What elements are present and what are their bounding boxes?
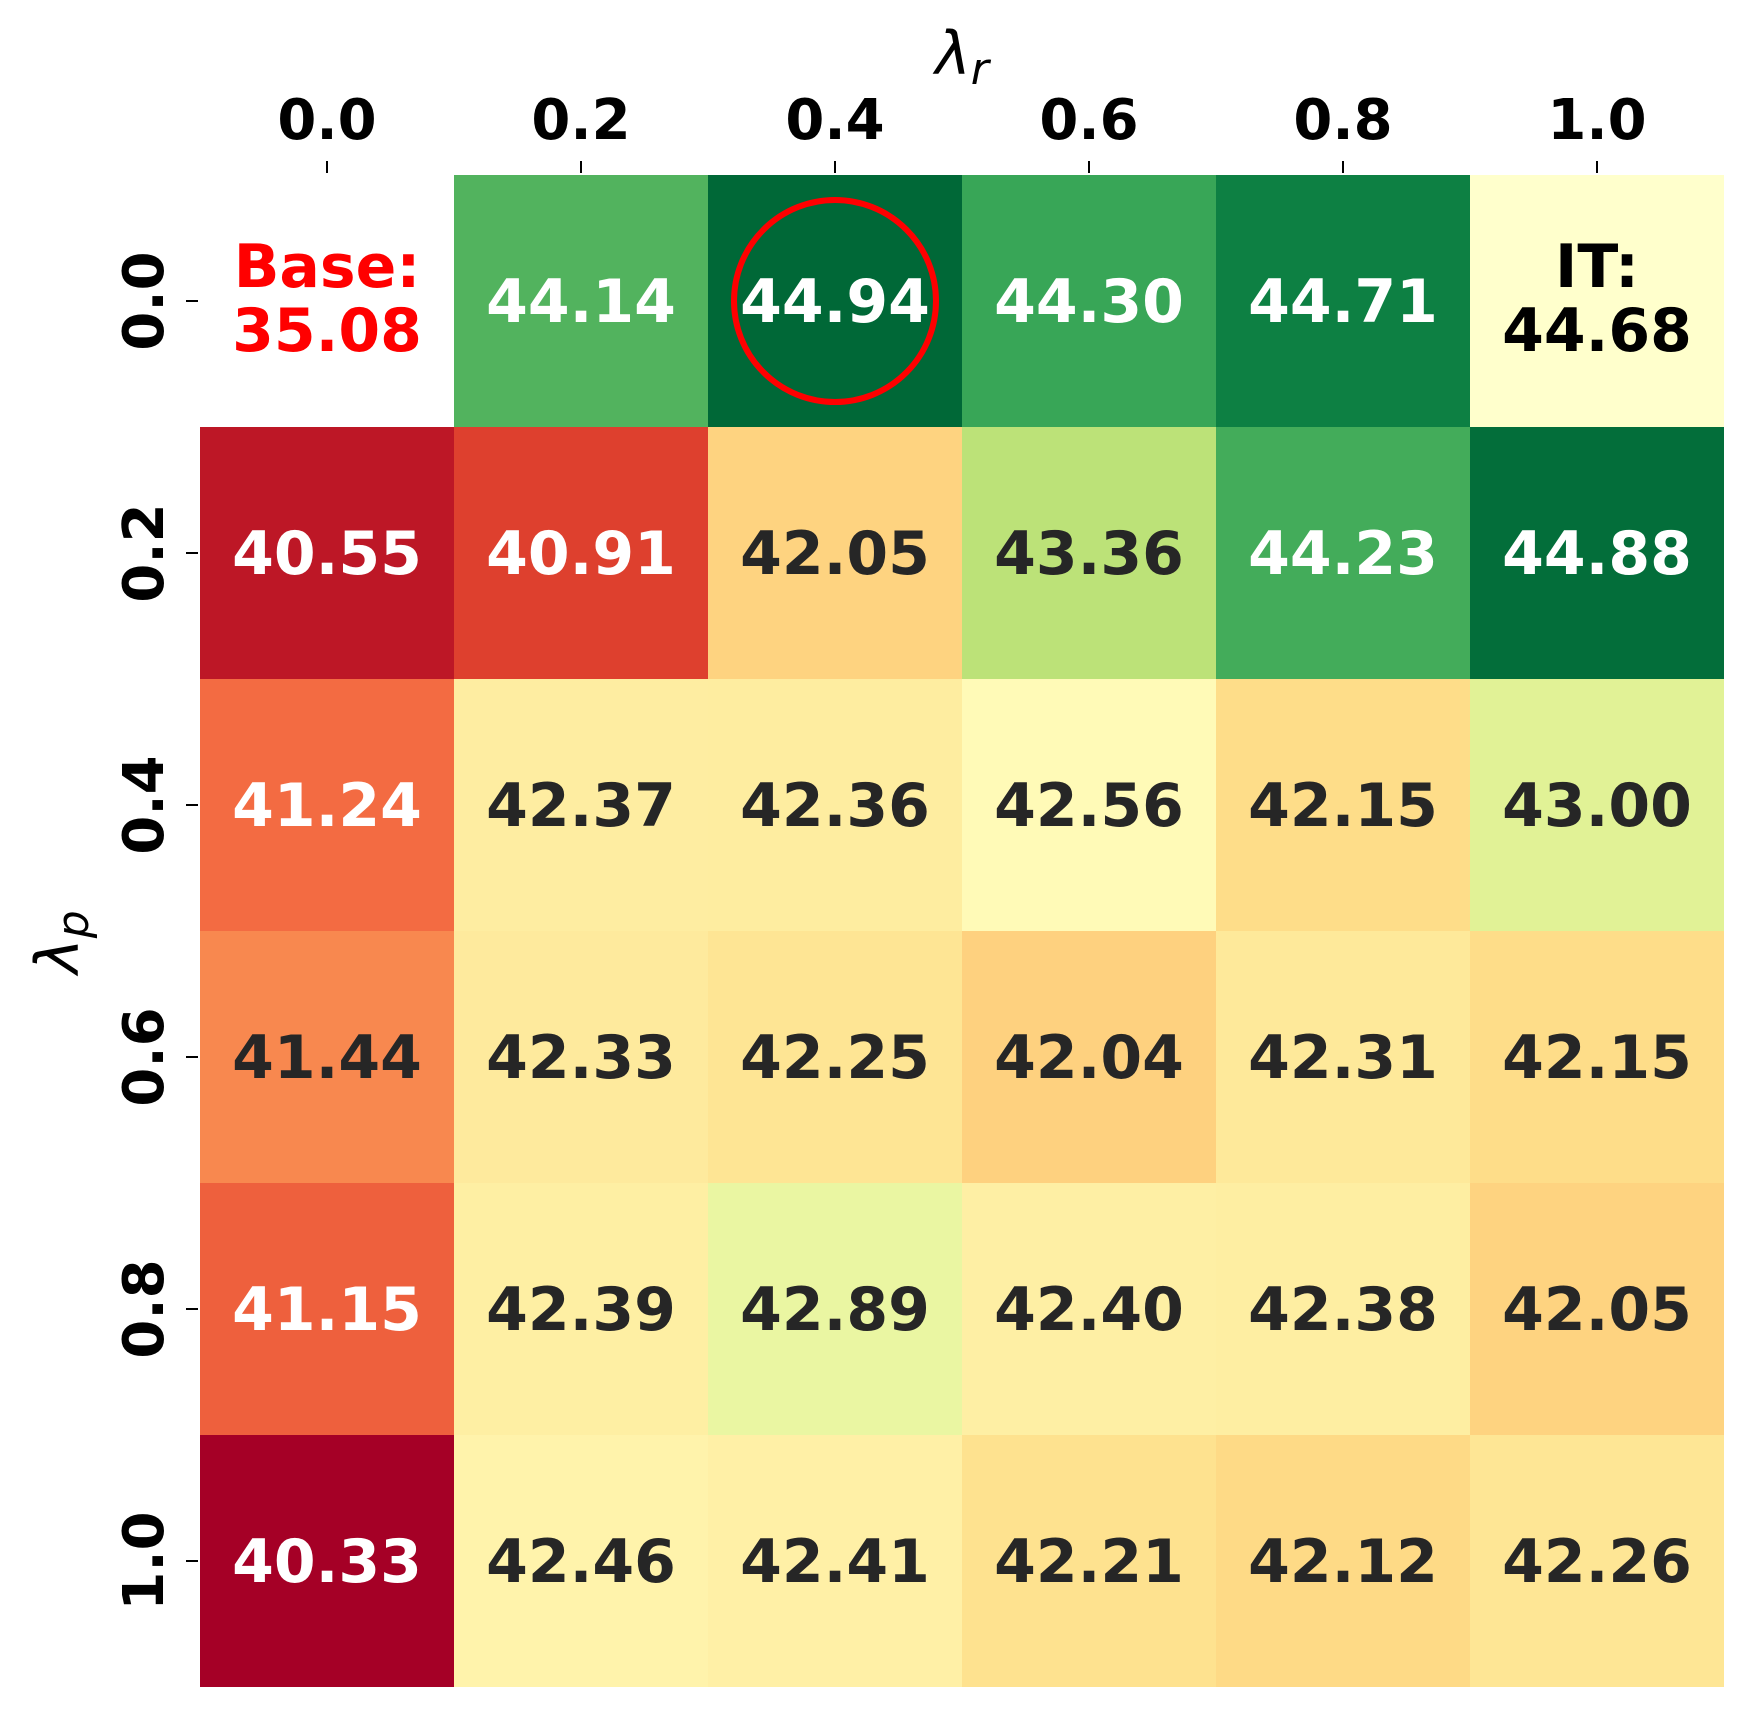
cell-value-label: 43.36 — [994, 519, 1184, 589]
heatmap-cell-r4-c4 — [1216, 1183, 1470, 1435]
heatmap-cell-r5-c0 — [200, 1435, 454, 1687]
heatmap-cell-r1-c4 — [1216, 427, 1470, 679]
cell-value-label: 41.15 — [232, 1275, 422, 1345]
heatmap-cell-r1-c2 — [708, 427, 962, 679]
heatmap-cell-r5-c2 — [708, 1435, 962, 1687]
cell-value-label: 42.15 — [1248, 771, 1438, 841]
heatmap-cell-r3-c0 — [200, 931, 454, 1183]
best-value-highlight-circle — [731, 197, 939, 405]
heatmap-cell-r0-c0 — [200, 175, 454, 427]
y-tick-label: 1.0 — [112, 1511, 177, 1610]
cell-value-label: 40.91 — [486, 519, 676, 589]
y-tick-label: 0.6 — [112, 1007, 177, 1106]
heatmap-cell-r3-c3 — [962, 931, 1216, 1183]
heatmap-cell-r0-c3 — [962, 175, 1216, 427]
y-axis-label: λp — [23, 910, 99, 976]
heatmap-cell-r2-c0 — [200, 679, 454, 931]
heatmap-cell-r2-c1 — [454, 679, 708, 931]
heatmap-cell-r0-c2 — [708, 175, 962, 427]
x-tick-label: 0.6 — [1039, 88, 1138, 153]
cell-value-label: 44.94 — [740, 267, 930, 337]
heatmap-cell-r2-c5 — [1470, 679, 1724, 931]
heatmap-cell-r5-c3 — [962, 1435, 1216, 1687]
axis-ticks: 0.0 0.2 0.4 0.6 0.8 1.0 0.0 0.2 0.4 0.6 0.8 1.0 — [112, 88, 1647, 1611]
special-cell-label-line-0: IT: — [1555, 232, 1639, 302]
x-tick-label: 0.8 — [1293, 88, 1392, 153]
cell-value-label: 40.33 — [232, 1527, 422, 1597]
heatmap-cell-r1-c1 — [454, 427, 708, 679]
cell-value-label: 42.39 — [486, 1275, 676, 1345]
cell-value-label: 42.12 — [1248, 1527, 1438, 1597]
heatmap-cell-r5-c1 — [454, 1435, 708, 1687]
cell-value-label: 42.31 — [1248, 1023, 1438, 1093]
cell-value-label: 42.21 — [994, 1527, 1184, 1597]
x-axis-label: λr — [932, 19, 992, 95]
heatmap-cell-r5-c4 — [1216, 1435, 1470, 1687]
cell-value-label: 42.25 — [740, 1023, 930, 1093]
y-tick-label: 0.4 — [112, 755, 177, 854]
cell-value-label: 44.14 — [486, 267, 676, 337]
cell-value-label: 42.15 — [1502, 1023, 1692, 1093]
heatmap-cell-r3-c1 — [454, 931, 708, 1183]
special-cell-label-line-1: 35.08 — [232, 296, 422, 366]
cell-value-label: 44.71 — [1248, 267, 1438, 337]
cell-value-label: 40.55 — [232, 519, 422, 589]
cell-value-label: 42.56 — [994, 771, 1184, 841]
cell-value-label: 42.33 — [486, 1023, 676, 1093]
cell-value-label: 42.26 — [1502, 1527, 1692, 1597]
y-tick-label: 0.8 — [112, 1259, 177, 1358]
cell-value-label: 43.00 — [1502, 771, 1692, 841]
cell-value-label: 44.23 — [1248, 519, 1438, 589]
heatmap-cell-r4-c0 — [200, 1183, 454, 1435]
heatmap-cell-r2-c2 — [708, 679, 962, 931]
heatmap-cell-r4-c1 — [454, 1183, 708, 1435]
y-tick-label: 0.2 — [112, 503, 177, 602]
heatmap-cell-r0-c5 — [1470, 175, 1724, 427]
x-tick-label: 0.2 — [531, 88, 630, 153]
cell-value-label: 42.37 — [486, 771, 676, 841]
special-cell-label-line-1: 44.68 — [1502, 296, 1692, 366]
heatmap-cell-r2-c4 — [1216, 679, 1470, 931]
x-tick-label: 0.4 — [785, 88, 884, 153]
cell-value-label: 42.40 — [994, 1275, 1184, 1345]
cell-value-label: 42.41 — [740, 1527, 930, 1597]
cell-value-label: 42.05 — [740, 519, 930, 589]
cell-value-label: 42.38 — [1248, 1275, 1438, 1345]
heatmap-cell-r3-c4 — [1216, 931, 1470, 1183]
heatmap-cell-r4-c3 — [962, 1183, 1216, 1435]
heatmap-cell-r3-c2 — [708, 931, 962, 1183]
x-tick-label: 1.0 — [1547, 88, 1646, 153]
heatmap-cell-r3-c5 — [1470, 931, 1724, 1183]
cell-labels: Base:35.08 44.14 44.94 44.30 44.71 IT:44.68 40… — [232, 232, 1692, 1597]
cell-value-label: 41.44 — [232, 1023, 422, 1093]
heatmap-cell-r1-c5 — [1470, 427, 1724, 679]
cell-value-label: 44.30 — [994, 267, 1184, 337]
heatmap-cell-r1-c3 — [962, 427, 1216, 679]
heatmap-cell-r0-c1 — [454, 175, 708, 427]
cell-value-label: 41.24 — [232, 771, 422, 841]
cell-value-label: 42.89 — [740, 1275, 930, 1345]
cell-value-label: 42.04 — [994, 1023, 1184, 1093]
heatmap-cell-r5-c5 — [1470, 1435, 1724, 1687]
heatmap-cell-r4-c5 — [1470, 1183, 1724, 1435]
cell-value-label: 42.05 — [1502, 1275, 1692, 1345]
highlight-markers — [731, 197, 939, 405]
cell-value-label: 42.46 — [486, 1527, 676, 1597]
y-tick-label: 0.0 — [112, 251, 177, 350]
heatmap-cell-r0-c4 — [1216, 175, 1470, 427]
special-cell-label-line-0: Base: — [234, 232, 421, 302]
cell-value-label: 44.88 — [1502, 519, 1692, 589]
heatmap-cells — [200, 175, 1724, 1687]
heatmap-cell-r2-c3 — [962, 679, 1216, 931]
cell-value-label: 42.36 — [740, 771, 930, 841]
heatmap-cell-r4-c2 — [708, 1183, 962, 1435]
x-tick-label: 0.0 — [277, 88, 376, 153]
heatmap-cell-r1-c0 — [200, 427, 454, 679]
